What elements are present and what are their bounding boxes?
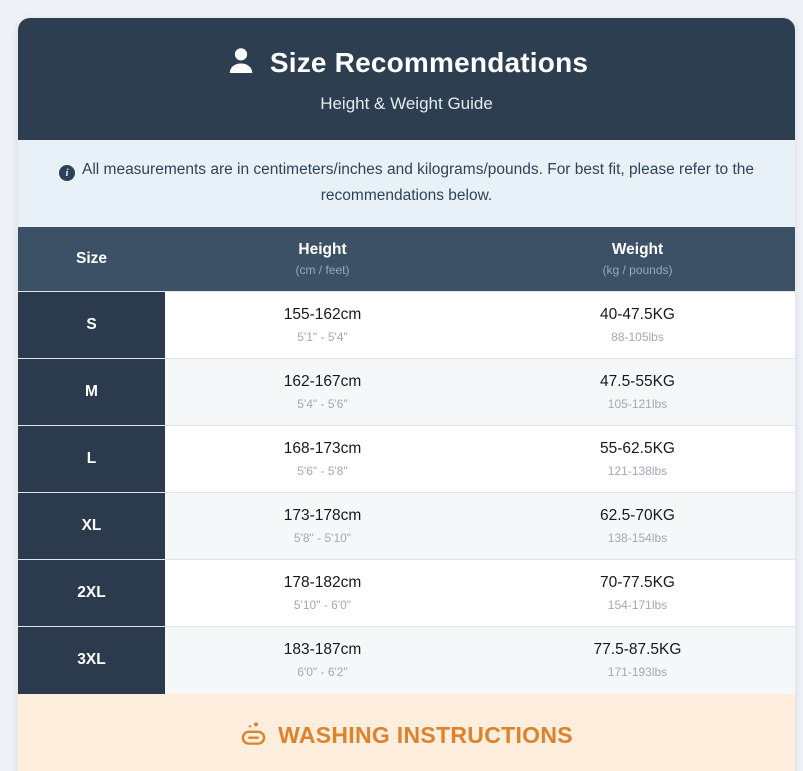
height-cell: 183-187cm 6'0" - 6'2" [283,641,362,680]
size-table: Size Height (cm / feet) Weight (kg / pou… [18,226,795,694]
column-header-height: Height (cm / feet) [165,226,480,292]
washing-instructions-title: WASHING INSTRUCTIONS [278,722,573,749]
info-text: All measurements are in centimeters/inch… [82,161,754,205]
size-guide-header: Size Recommendations Height & Weight Gui… [18,18,795,140]
size-table-header-row: Size Height (cm / feet) Weight (kg / pou… [18,226,795,292]
weight-cell: 40-47.5KG 88-105lbs [600,306,675,345]
table-row: 2XL 178-182cm 5'10" - 6'0" 70-77.5KG 154… [18,559,795,627]
weight-cell: 77.5-87.5KG 171-193lbs [593,641,682,680]
measurements-info-bar: i All measurements are in centimeters/inc… [18,140,795,227]
person-icon [225,45,257,82]
column-header-weight: Weight (kg / pounds) [480,226,795,292]
weight-cell: 62.5-70KG 138-154lbs [600,507,675,546]
height-cell: 155-162cm 5'1" - 5'4" [283,306,362,345]
size-label-cell: 3XL [18,626,165,694]
size-label-cell: 2XL [18,559,165,627]
table-row: 3XL 183-187cm 6'0" - 6'2" 77.5-87.5KG 17… [18,626,795,694]
size-label-cell: L [18,425,165,493]
table-row: XL 173-178cm 5'8" - 5'10" 62.5-70KG 138-… [18,492,795,560]
info-icon: i [59,165,75,182]
weight-cell: 70-77.5KG 154-171lbs [600,574,675,613]
column-header-size: Size [18,226,165,292]
page-title: Size Recommendations [269,47,589,78]
size-label-cell: XL [18,492,165,560]
weight-cell: 55-62.5KG 121-138lbs [600,440,675,479]
size-label-cell: S [18,291,165,359]
height-cell: 173-178cm 5'8" - 5'10" [283,507,362,546]
table-row: S 155-162cm 5'1" - 5'4" 40-47.5KG 88-105… [18,291,795,359]
height-cell: 162-167cm 5'4" - 5'6" [283,373,362,412]
size-guide-card: Size Recommendations Height & Weight Gui… [18,18,795,771]
page-subtitle: Height & Weight Guide [320,93,493,113]
table-row: L 168-173cm 5'6" - 5'8" 55-62.5KG 121-13… [18,425,795,493]
weight-cell: 47.5-55KG 105-121lbs [600,373,675,412]
height-cell: 178-182cm 5'10" - 6'0" [283,574,362,613]
height-cell: 168-173cm 5'6" - 5'8" [283,440,362,479]
washing-instructions-section: WASHING INSTRUCTIONS [18,693,795,771]
soap-icon [240,720,267,752]
table-row: M 162-167cm 5'4" - 5'6" 47.5-55KG 105-12… [18,358,795,426]
size-table-body: S 155-162cm 5'1" - 5'4" 40-47.5KG 88-105… [18,291,795,694]
size-label-cell: M [18,358,165,426]
